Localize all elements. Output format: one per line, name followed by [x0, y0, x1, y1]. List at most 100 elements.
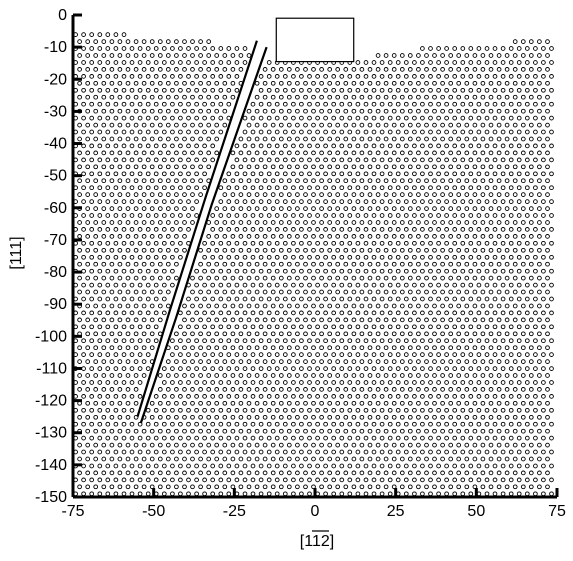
atom-point — [262, 108, 268, 114]
atom-point — [117, 261, 123, 267]
atom-point — [186, 199, 191, 204]
atom-point — [198, 275, 203, 281]
atom-point — [432, 359, 437, 364]
atom-point — [109, 470, 115, 476]
atom-point — [89, 129, 95, 135]
atom-point — [117, 289, 123, 295]
atom-point — [444, 46, 449, 51]
atom-point — [444, 282, 449, 288]
atom-point — [274, 115, 280, 121]
atom-point — [165, 414, 171, 420]
atom-point — [524, 240, 530, 246]
atom-point — [549, 352, 554, 357]
atom-point — [186, 407, 191, 413]
atom-point — [359, 80, 365, 86]
atom-point — [436, 477, 441, 483]
atom-point — [77, 470, 82, 476]
atom-point — [476, 324, 482, 330]
atom-point — [512, 247, 518, 253]
atom-point — [105, 46, 111, 51]
atom-point — [416, 234, 421, 239]
atom-point — [399, 206, 405, 211]
atom-point — [516, 199, 522, 204]
atom-point — [129, 227, 135, 232]
atom-point — [194, 421, 199, 427]
atom-point — [242, 46, 248, 51]
atom-point — [125, 456, 131, 462]
atom-point — [295, 275, 300, 281]
atom-point — [121, 129, 127, 135]
atom-point — [242, 240, 248, 246]
atom-point — [403, 338, 409, 344]
atom-point — [129, 185, 135, 191]
atom-point — [549, 435, 554, 441]
atom-point — [452, 352, 458, 357]
atom-point — [424, 442, 429, 448]
atom-point — [476, 240, 482, 246]
atom-point — [347, 380, 353, 385]
atom-point — [343, 247, 349, 253]
atom-point — [109, 94, 115, 100]
atom-point — [198, 456, 203, 462]
atom-point — [327, 317, 333, 323]
atom-point — [335, 206, 341, 211]
atom-point — [295, 150, 300, 156]
atom-point — [504, 178, 510, 184]
atom-point — [190, 484, 195, 490]
atom-point — [528, 484, 534, 490]
atom-point — [468, 87, 474, 93]
atom-point — [129, 157, 135, 163]
atom-point — [202, 491, 207, 497]
atom-point — [399, 53, 405, 58]
atom-point — [250, 491, 256, 497]
atom-point — [424, 289, 429, 295]
atom-point — [367, 456, 373, 462]
atom-point — [351, 387, 357, 392]
atom-point — [109, 220, 115, 225]
atom-point — [299, 463, 304, 469]
atom-point — [286, 275, 292, 281]
atom-point — [214, 359, 220, 364]
atom-point — [254, 400, 260, 406]
atom-point — [121, 380, 127, 385]
atom-point — [444, 296, 449, 302]
atom-point — [230, 67, 236, 72]
atom-point — [496, 303, 502, 309]
atom-point — [545, 220, 550, 225]
atom-point — [117, 80, 123, 86]
atom-point — [492, 421, 498, 427]
atom-point — [210, 407, 216, 413]
atom-point — [399, 400, 405, 406]
atom-point — [307, 157, 312, 163]
atom-point — [230, 456, 236, 462]
atom-point — [286, 178, 292, 184]
atom-point — [210, 394, 216, 399]
atom-point — [327, 67, 333, 72]
atom-point — [516, 296, 522, 302]
atom-point — [254, 220, 260, 225]
atom-point — [335, 303, 341, 309]
atom-point — [492, 352, 498, 357]
atom-point — [412, 115, 417, 121]
atom-point — [186, 477, 191, 483]
atom-point — [278, 108, 284, 114]
atom-point — [109, 53, 115, 58]
atom-point — [472, 122, 478, 128]
atom-point — [206, 373, 212, 378]
atom-point — [412, 199, 417, 204]
atom-point — [303, 428, 308, 434]
atom-point — [145, 282, 151, 288]
atom-point — [331, 491, 337, 497]
atom-point — [480, 442, 486, 448]
atom-point — [355, 74, 361, 79]
atom-point — [488, 317, 494, 323]
atom-point — [367, 94, 373, 100]
atom-point — [460, 449, 466, 455]
atom-point — [218, 213, 224, 218]
atom-point — [190, 387, 195, 392]
atom-point — [424, 136, 429, 142]
atom-point — [347, 129, 353, 135]
atom-point — [541, 435, 546, 441]
atom-point — [528, 80, 534, 86]
atom-point — [537, 94, 542, 100]
